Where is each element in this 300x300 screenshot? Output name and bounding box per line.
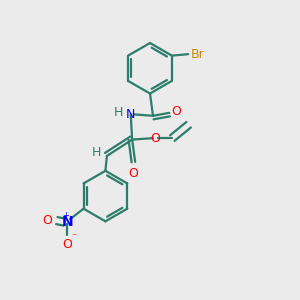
Text: O: O [62, 238, 72, 251]
Text: H: H [92, 146, 101, 159]
Text: O: O [150, 132, 160, 145]
Text: O: O [129, 167, 139, 180]
Text: N: N [61, 215, 73, 229]
Text: +: + [62, 211, 69, 220]
Text: Br: Br [191, 48, 205, 61]
Text: H: H [114, 106, 124, 119]
Text: O: O [171, 105, 181, 118]
Text: O: O [43, 214, 52, 227]
Text: N: N [126, 108, 135, 121]
Text: ⁻: ⁻ [71, 232, 76, 242]
